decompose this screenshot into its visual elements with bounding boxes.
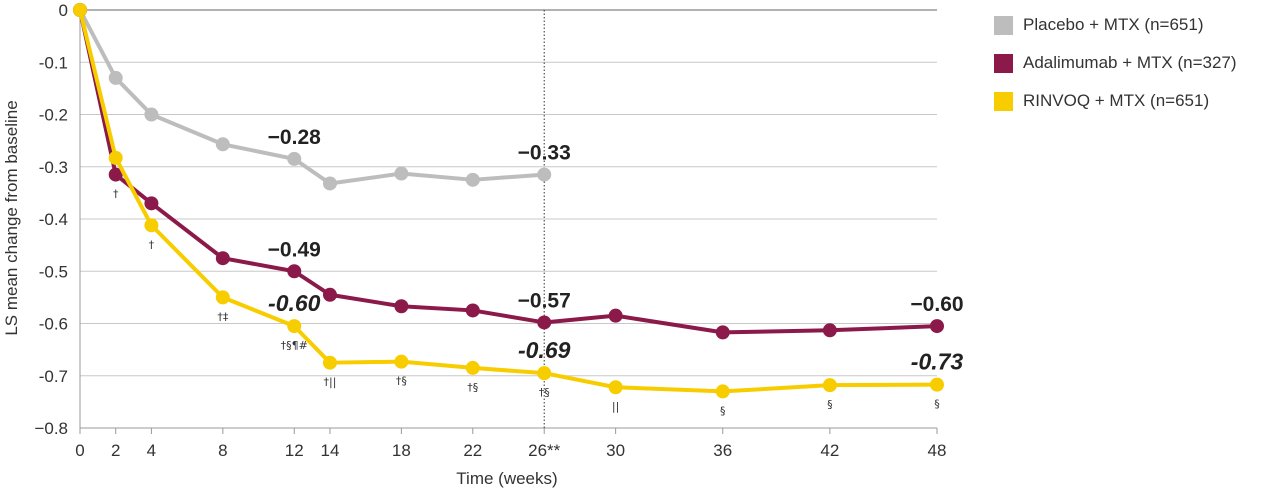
data-point	[715, 325, 730, 340]
data-point	[394, 354, 409, 369]
series-line	[78, 9, 938, 394]
value-callout: −0.57	[518, 289, 571, 312]
x-tick-label: 48	[928, 441, 947, 460]
x-tick-label: 14	[320, 441, 339, 460]
data-point	[465, 360, 480, 375]
data-point	[822, 378, 837, 393]
data-point	[73, 3, 87, 17]
data-point	[608, 308, 623, 323]
legend: Placebo + MTX (n=651) Adalimumab + MTX (n…	[994, 6, 1237, 120]
significance-marker: §	[934, 398, 940, 411]
data-point	[215, 290, 230, 305]
data-point	[394, 166, 409, 181]
axes: 0-0.1-0.2-0.3-0.4-0.5-0.6-0.7−0.80 2 4 8 12 1…	[34, 1, 946, 460]
y-tick-label: -0.2	[39, 106, 68, 125]
significance-marker: †§	[539, 386, 550, 399]
y-tick-label: -0.6	[39, 315, 68, 334]
legend-swatch	[994, 53, 1013, 73]
x-tick-label: 8	[218, 441, 227, 460]
data-point	[608, 380, 623, 395]
data-point	[108, 167, 123, 182]
series-lines	[73, 3, 944, 399]
data-point	[465, 303, 480, 318]
y-tick-label: -0.1	[39, 53, 68, 72]
legend-label: Placebo + MTX (n=651)	[1023, 15, 1204, 34]
y-axis-title: LS mean change from baseline	[2, 100, 21, 335]
significance-markers: † † †‡ †§¶# †|| †§ †§ †§ || § § §	[113, 188, 940, 418]
data-point	[394, 299, 409, 314]
data-point	[144, 218, 159, 233]
significance-marker: †	[113, 188, 119, 201]
series-line	[78, 9, 545, 186]
value-callout: −0.33	[518, 142, 571, 165]
data-point	[322, 355, 337, 370]
x-tick-label: 18	[392, 441, 411, 460]
value-callout: -0.69	[518, 337, 571, 363]
significance-marker: †	[149, 238, 155, 251]
legend-swatch	[994, 15, 1013, 35]
significance-marker: §	[720, 404, 726, 417]
data-point	[930, 319, 944, 334]
x-tick-label: 12	[285, 441, 304, 460]
significance-marker: †||	[323, 376, 336, 389]
data-point	[144, 196, 159, 211]
x-tick-label: 30	[606, 441, 625, 460]
data-point	[287, 264, 302, 279]
data-point	[930, 377, 944, 392]
data-point	[537, 315, 552, 330]
data-point	[287, 319, 302, 334]
data-point	[715, 384, 730, 399]
x-tick-label: 4	[147, 441, 156, 460]
y-tick-label: -0.5	[39, 262, 68, 281]
x-tick-label: 36	[713, 441, 732, 460]
data-point	[215, 251, 230, 266]
value-callout: -0.60	[268, 290, 321, 316]
y-tick-label: -0.7	[39, 367, 68, 386]
data-point	[537, 366, 552, 381]
x-tick-label: 42	[820, 441, 839, 460]
data-point	[465, 172, 480, 187]
value-callouts: −0.28 −0.33 −0.49 −0.57 −0.60 -0.60 -0.69 -0.73	[268, 126, 964, 375]
data-point	[822, 323, 837, 338]
legend-item: Placebo + MTX (n=651)	[994, 6, 1237, 44]
significance-marker: †§	[396, 375, 407, 388]
x-tick-label: 22	[463, 441, 482, 460]
y-tick-label: -0.3	[39, 158, 68, 177]
data-point	[322, 287, 337, 302]
data-point	[108, 70, 123, 85]
y-tick-label: -0.4	[39, 210, 68, 229]
data-point	[108, 150, 123, 165]
value-callout: -0.73	[911, 349, 964, 375]
value-callout: −0.28	[268, 126, 321, 149]
y-tick-label: −0.8	[34, 419, 68, 438]
legend-swatch	[994, 91, 1013, 111]
x-tick-label: 2	[111, 441, 120, 460]
data-point	[215, 137, 230, 152]
data-point	[287, 151, 302, 166]
gridlines	[80, 9, 937, 429]
data-point	[537, 167, 552, 182]
legend-label: RINVOQ + MTX (n=651)	[1023, 91, 1210, 110]
legend-item: Adalimumab + MTX (n=327)	[994, 44, 1237, 82]
significance-marker: §	[827, 398, 833, 411]
x-tick-label: 0	[75, 441, 84, 460]
x-axis-title: Time (weeks)	[456, 469, 557, 488]
significance-marker: †‡	[217, 310, 229, 323]
x-tick-label: 26**	[528, 441, 561, 460]
value-callout: −0.60	[910, 293, 963, 316]
significance-marker: †§¶#	[281, 339, 308, 352]
y-tick-label: 0	[59, 1, 68, 20]
data-point	[144, 107, 159, 122]
significance-marker: ||	[612, 400, 619, 413]
value-callout: −0.49	[268, 238, 321, 261]
legend-label: Adalimumab + MTX (n=327)	[1023, 53, 1237, 72]
legend-item: RINVOQ + MTX (n=651)	[994, 82, 1237, 120]
data-point	[322, 176, 337, 191]
significance-marker: †§	[467, 381, 478, 394]
